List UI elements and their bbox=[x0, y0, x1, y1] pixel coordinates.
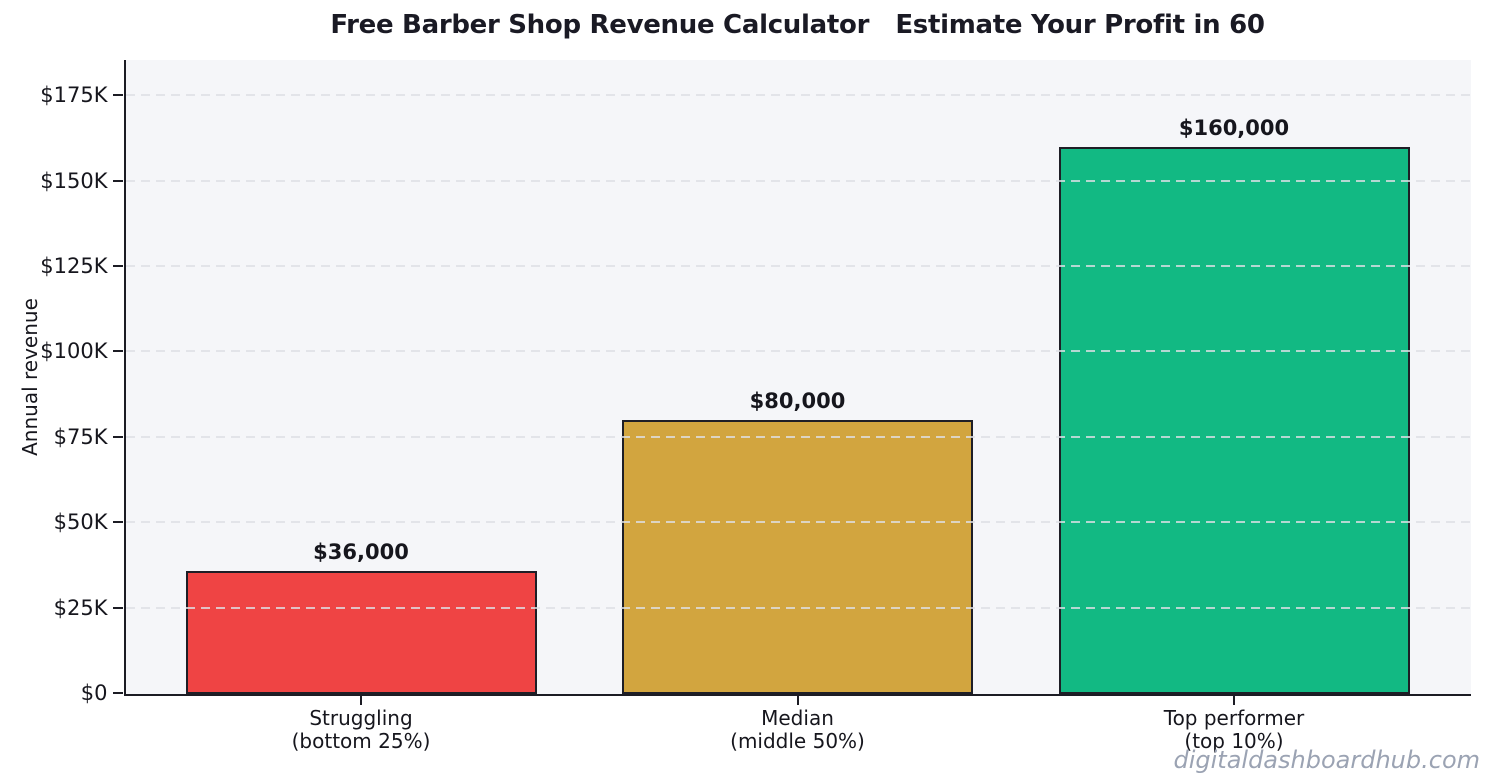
y-tick-mark bbox=[113, 435, 123, 438]
bar-value-label: $36,000 bbox=[313, 539, 409, 564]
bar bbox=[185, 570, 537, 694]
y-tick-label: $0 bbox=[80, 681, 108, 705]
y-tick-label: $50K bbox=[53, 510, 108, 535]
y-tick-label: $175K bbox=[40, 83, 108, 108]
x-tick-mark bbox=[796, 696, 799, 705]
x-tick-mark bbox=[1233, 696, 1235, 705]
bar bbox=[622, 420, 973, 694]
y-tick-mark bbox=[113, 179, 123, 182]
y-tick-label: $125K bbox=[40, 253, 108, 278]
x-tick-mark bbox=[360, 696, 362, 705]
y-tick-mark bbox=[113, 692, 123, 694]
y-tick-mark bbox=[113, 94, 123, 97]
bar-value-label: $160,000 bbox=[1178, 115, 1290, 140]
plot-area: $0 $25K $50K $75K $100K $125K $150K $175K $36,00… bbox=[40, 60, 1471, 753]
bar bbox=[1058, 146, 1410, 694]
y-tick-mark bbox=[113, 606, 123, 609]
x-tick-label: Struggling (bottom 25%) bbox=[291, 705, 431, 754]
y-tick-mark bbox=[113, 264, 123, 267]
y-tick-label: $150K bbox=[40, 168, 108, 193]
chart-title: Free Barber Shop Revenue Calculator Esti… bbox=[330, 10, 1265, 40]
y-tick-label: $100K bbox=[40, 339, 108, 364]
y-tick-mark bbox=[113, 521, 123, 524]
y-tick-label: $25K bbox=[53, 595, 108, 620]
y-tick-label: $75K bbox=[53, 424, 108, 449]
bar-value-label: $80,000 bbox=[749, 389, 846, 414]
x-tick-label: Median (middle 50%) bbox=[730, 705, 865, 754]
gridline bbox=[125, 94, 1471, 97]
watermark: digitaldashboardhub.com bbox=[1173, 746, 1480, 774]
x-tick-label: Top performer (top 10%) bbox=[1163, 705, 1305, 754]
y-tick-mark bbox=[113, 350, 123, 353]
y-axis-label: Annual revenue bbox=[18, 298, 42, 456]
